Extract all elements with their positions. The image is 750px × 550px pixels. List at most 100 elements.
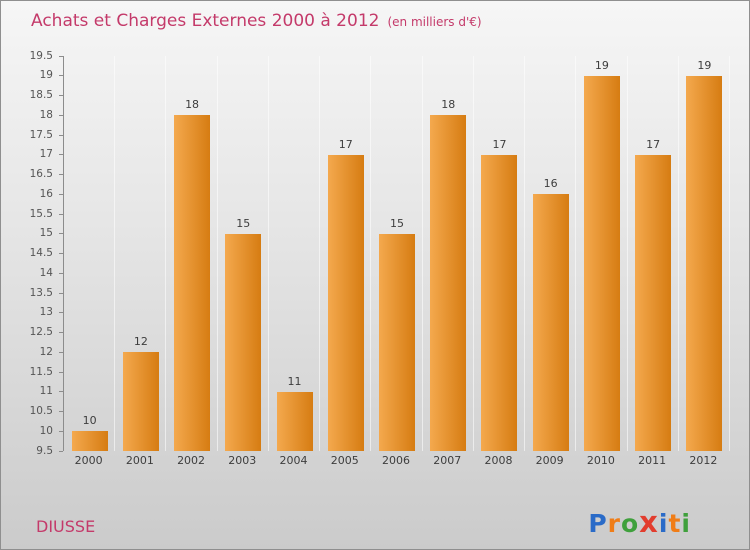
logo-letter: P [588, 509, 608, 538]
bar-value-label: 19 [697, 58, 712, 72]
x-axis-label: 2001 [125, 454, 154, 467]
bar-value-label: 15 [236, 216, 251, 230]
y-axis-label: 11.5 [29, 365, 53, 378]
y-axis-label: 13.5 [29, 286, 53, 299]
x-axis-label: 2008 [484, 454, 513, 467]
y-axis-label: 13 [39, 306, 53, 319]
y-axis-label: 15 [39, 227, 53, 240]
y-axis-label: 15.5 [29, 207, 53, 220]
y-axis-tick [59, 114, 63, 116]
grid-line [267, 56, 269, 451]
y-axis-label: 14.5 [29, 247, 53, 259]
y-axis-tick [59, 391, 63, 393]
y-axis: 9.5 10 10.5 11 11.5 12 12.5 13 13.5 14 14.5 15 15.5 1… [1, 50, 63, 457]
grid-line [165, 56, 167, 451]
y-axis-tick [59, 134, 63, 136]
bar-value-label: 11 [287, 374, 302, 388]
bar-value-label: 19 [594, 58, 609, 72]
bar [635, 154, 672, 451]
company-name: DIUSSE [36, 517, 96, 536]
x-axis-label: 2009 [535, 454, 564, 467]
x-axis-label: 2011 [638, 454, 667, 467]
plot-area: 10 12 18 15 11 17 15 18 17 16 19 17 19 [63, 56, 730, 451]
y-axis-tick [59, 430, 63, 432]
y-axis-tick [59, 351, 63, 353]
bar [122, 352, 159, 451]
bar [532, 194, 569, 451]
y-axis-tick [59, 193, 63, 195]
y-axis-label: 9.5 [36, 444, 53, 457]
bar [379, 233, 415, 451]
y-axis-tick [59, 233, 63, 235]
y-axis-label: 14 [39, 266, 53, 279]
y-axis-tick [59, 450, 63, 452]
grid-line [524, 56, 526, 451]
proxiti-logo: Proxiti [588, 507, 691, 539]
grid-line [421, 56, 423, 451]
grid-line [319, 56, 321, 451]
grid-line [370, 56, 372, 451]
y-axis-tick [59, 332, 63, 333]
bar-value-label: 18 [441, 98, 456, 112]
y-axis-tick [59, 411, 63, 412]
y-axis-tick [59, 272, 63, 274]
logo-letter: i [681, 509, 691, 538]
y-axis-tick [59, 213, 63, 215]
y-axis-tick [59, 371, 63, 373]
bar-value-label: 17 [646, 137, 661, 151]
bar-value-label: 17 [492, 137, 507, 151]
x-axis-label: 2006 [381, 454, 410, 467]
x-axis-label: 2007 [433, 454, 462, 467]
y-axis-label: 10 [39, 424, 53, 437]
bar-value-label: 16 [543, 177, 558, 191]
grid-line [677, 56, 679, 451]
x-axis-label: 2005 [330, 454, 359, 467]
y-axis-label: 16.5 [29, 168, 53, 180]
bar [276, 391, 313, 451]
x-axis-label: 2004 [279, 454, 308, 467]
bar-value-label: 18 [185, 98, 200, 112]
grid-line [626, 56, 628, 451]
y-axis-label: 12.5 [29, 326, 53, 338]
logo-letter: i [658, 509, 669, 538]
bar [225, 233, 262, 451]
y-axis-tick [59, 312, 63, 314]
chart-header: Achats et Charges Externes 2000 à 2012 (e… [31, 11, 482, 31]
bar-value-label: 15 [389, 216, 404, 230]
chart-subtitle: (en milliers d'€) [387, 15, 482, 29]
y-axis-label: 17.5 [29, 128, 53, 141]
chart-title: Achats et Charges Externes 2000 à 2012 [31, 11, 380, 31]
y-axis-label: 19 [39, 69, 53, 82]
y-axis-label: 11 [39, 385, 53, 398]
grid-line [216, 56, 218, 451]
y-axis-tick [59, 292, 63, 294]
bar [327, 154, 364, 451]
y-axis-tick [59, 253, 63, 254]
x-axis-label: 2002 [177, 454, 206, 467]
logo-letter: t [668, 509, 682, 538]
bar-value-label: 10 [82, 414, 97, 428]
y-axis-tick [59, 174, 63, 175]
bar [481, 154, 518, 451]
logo-letter: o [620, 509, 640, 538]
bar-value-label: 12 [133, 335, 148, 349]
logo-letter: r [607, 509, 621, 538]
y-axis-label: 19.5 [29, 49, 53, 62]
y-axis-label: 18.5 [29, 89, 53, 101]
grid-line [729, 56, 730, 451]
bar-value-label: 17 [338, 137, 353, 151]
x-axis: 2000 2001 2002 2003 2004 2005 2006 2007 2008 2009… [63, 454, 729, 470]
y-axis-label: 17 [39, 148, 53, 161]
bar [174, 115, 211, 451]
x-axis-label: 2010 [586, 454, 615, 467]
y-axis-tick [59, 154, 63, 156]
y-axis-label: 12 [39, 345, 53, 358]
grid-line [472, 56, 474, 451]
y-axis-label: 10.5 [29, 405, 53, 417]
y-axis-tick [59, 55, 63, 57]
x-axis-label: 2012 [689, 454, 718, 467]
bar [686, 75, 723, 451]
y-axis-label: 16 [39, 187, 53, 200]
chart-footer: DIUSSE Proxiti [1, 489, 749, 549]
